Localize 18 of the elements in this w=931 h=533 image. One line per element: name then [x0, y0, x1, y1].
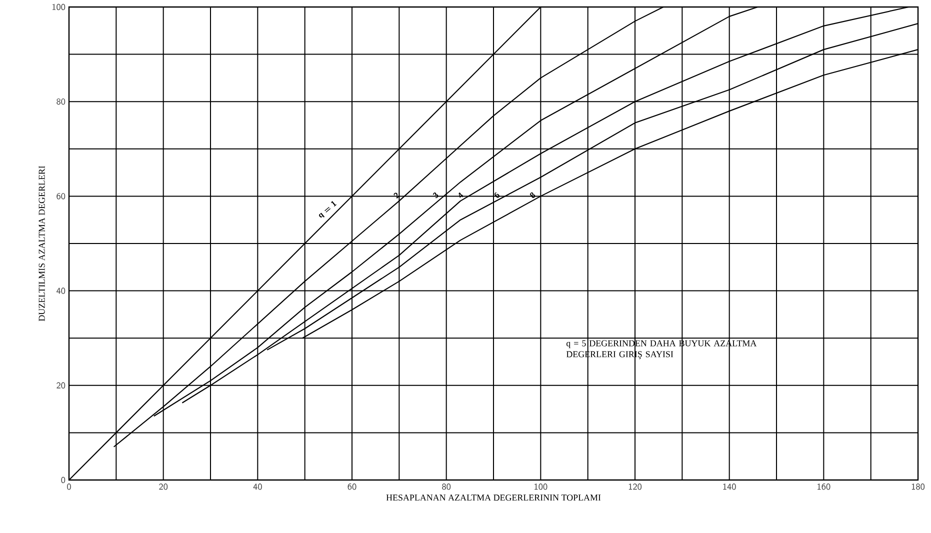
- x-tick-label: 100: [534, 484, 548, 490]
- x-tick-label: 120: [628, 484, 642, 490]
- y-tick-label: 60: [56, 193, 66, 200]
- y-tick-label: 100: [52, 4, 66, 10]
- y-tick-label: 20: [56, 382, 66, 389]
- x-axis-title: HESAPLANAN AZALTMA DEGERLERININ TOPLAMI: [386, 494, 601, 501]
- y-tick-label: 40: [56, 288, 66, 294]
- x-tick-label: 60: [348, 484, 356, 490]
- x-tick-label: 180: [912, 484, 925, 490]
- y-axis-title: DUZELTILMIS AZALTMA DEGERLERI: [38, 166, 45, 322]
- x-tick-label: 40: [253, 484, 262, 490]
- x-tick-label: 20: [159, 484, 168, 490]
- x-tick-label: 160: [818, 484, 830, 490]
- x-tick-label: 0: [67, 484, 71, 490]
- y-tick-label: 0: [61, 476, 66, 484]
- y-tick-label: 80: [56, 98, 66, 105]
- x-tick-label: 80: [442, 484, 451, 490]
- x-tick-label: 140: [723, 484, 736, 490]
